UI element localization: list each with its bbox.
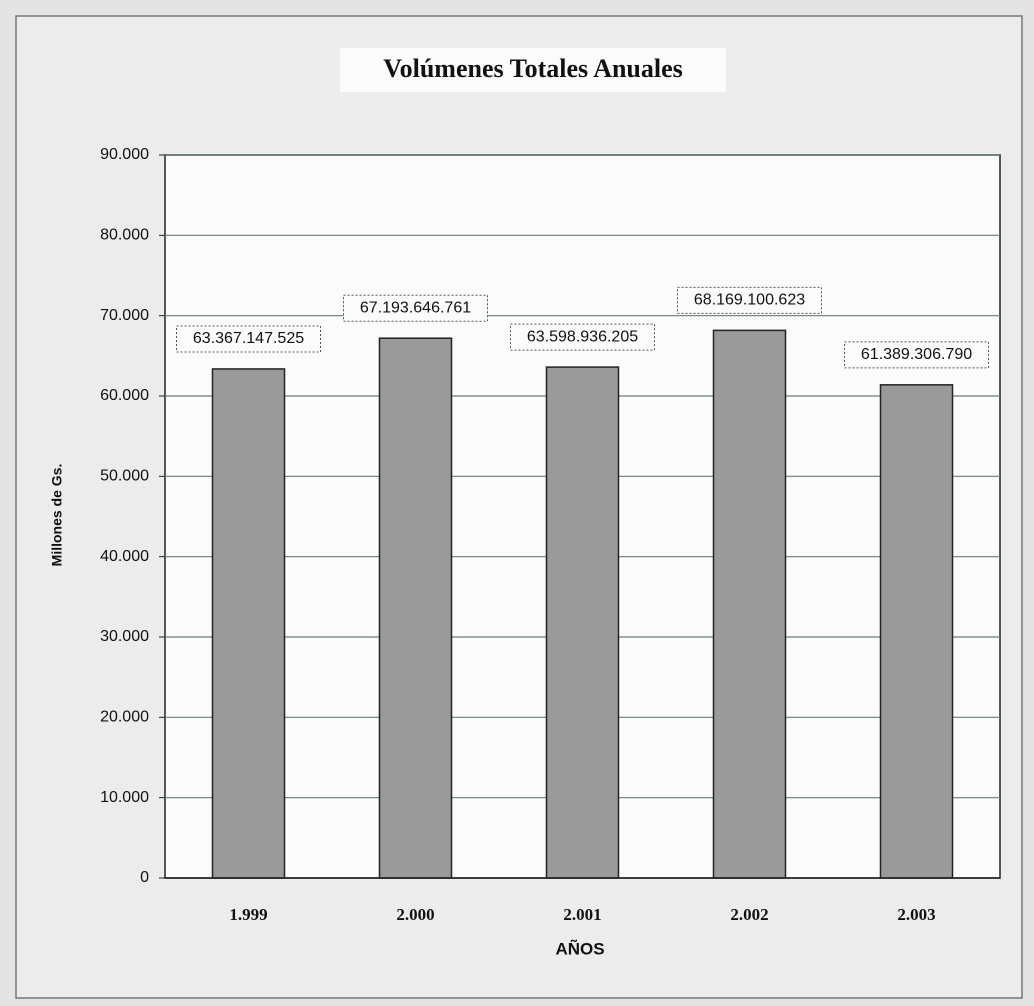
data-label: 61.389.306.790 — [861, 346, 972, 363]
data-label-box — [343, 294, 488, 322]
bar — [879, 384, 954, 879]
y-tick-label: 90.000 — [100, 146, 149, 163]
x-axis-label: AÑOS — [555, 938, 604, 958]
x-tick-label: 2.003 — [897, 905, 935, 924]
y-tick-label: 40.000 — [100, 548, 149, 565]
x-tick-label: 2.001 — [563, 905, 601, 924]
y-tick-label: 20.000 — [100, 709, 149, 726]
y-tick-label: 30.000 — [100, 628, 149, 645]
y-axis-label: Millones de Gs. — [49, 464, 65, 567]
y-tick-label: 50.000 — [100, 468, 149, 485]
x-tick-label: 1.999 — [229, 905, 267, 924]
data-label-box — [510, 323, 655, 351]
bar — [378, 337, 453, 879]
x-tick-label: 2.002 — [730, 905, 768, 924]
y-tick-label: 0 — [140, 869, 149, 886]
title-box — [340, 48, 726, 92]
bar — [211, 368, 286, 879]
data-label: 63.598.936.205 — [527, 328, 638, 345]
data-label-box — [176, 325, 321, 353]
data-label-box — [844, 341, 989, 369]
data-label-box — [677, 286, 822, 314]
y-tick-label: 10.000 — [100, 789, 149, 806]
y-tick-label: 60.000 — [100, 387, 149, 404]
data-label: 63.367.147.525 — [193, 330, 304, 347]
data-label: 68.169.100.623 — [694, 292, 805, 309]
bar — [712, 329, 787, 879]
data-label: 67.193.646.761 — [360, 299, 471, 316]
y-tick-label: 70.000 — [100, 307, 149, 324]
y-tick-label: 80.000 — [100, 227, 149, 244]
x-tick-label: 2.000 — [396, 905, 434, 924]
chart-title: Volúmenes Totales Anuales — [383, 54, 683, 83]
bar — [545, 366, 620, 879]
